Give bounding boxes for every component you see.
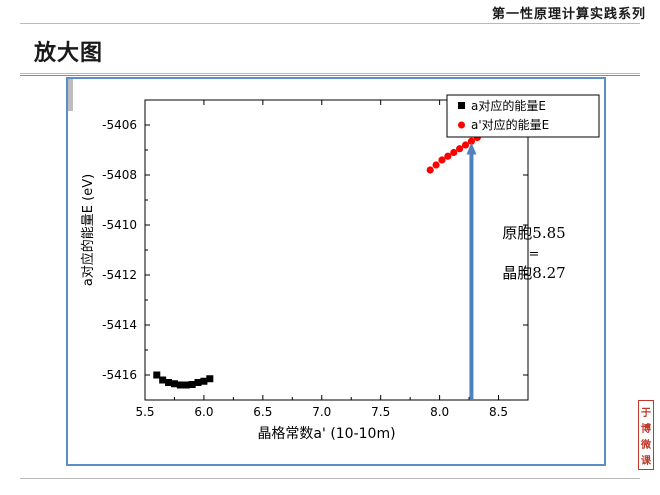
- legend-marker-series-a: [458, 102, 465, 109]
- brand-stamp: 于 博 微 课: [638, 400, 654, 470]
- series-a-point: [159, 376, 167, 384]
- series-b-point: [426, 166, 434, 174]
- annotation-line: 原胞5.85: [502, 224, 565, 242]
- y-tick-label: -5406: [102, 118, 137, 132]
- series-title: 第一性原理计算实践系列: [491, 7, 646, 22]
- title-divider: [20, 73, 640, 74]
- legend: a对应的能量E a'对应的能量E: [446, 94, 600, 138]
- annotation-group: 原胞5.85 = 晶胞8.27: [466, 142, 566, 400]
- top-divider: [20, 23, 640, 24]
- series-a-point: [176, 381, 184, 389]
- series-b-point: [438, 156, 446, 164]
- figure-frame: [66, 77, 606, 466]
- stamp-char: 于: [641, 407, 651, 419]
- legend-box: [446, 94, 600, 138]
- series-a-point: [194, 379, 202, 386]
- x-tick-label: 7.0: [312, 405, 331, 419]
- bottom-divider: [20, 478, 640, 479]
- series-b-point: [444, 152, 452, 160]
- legend-label-series-a: a对应的能量E: [471, 98, 546, 113]
- y-tick-label: -5410: [102, 218, 137, 232]
- y-tick-label: -5412: [102, 268, 137, 282]
- annotation-arrow-head: [466, 142, 477, 155]
- stamp-char: 课: [641, 455, 651, 467]
- series-a-point: [182, 381, 190, 389]
- page-title: 放大图: [34, 40, 104, 66]
- series-b-point: [461, 141, 470, 149]
- series-a-point: [153, 371, 161, 379]
- annotation-line: =: [529, 247, 540, 262]
- series-b-point: [450, 148, 458, 157]
- series-b-point: [467, 137, 476, 145]
- legend-marker-series-b: [458, 121, 465, 129]
- axes: 5.5 6.0 6.5 7.0 7.5 8.0 8.5 -5416 -5414 -5412 -541…: [80, 99, 529, 442]
- series-a-point: [206, 375, 214, 383]
- x-tick-label: 7.5: [371, 405, 390, 419]
- series-a-point: [170, 380, 178, 388]
- annotation-line: 晶胞8.27: [502, 264, 565, 282]
- x-tick-label: 5.5: [135, 405, 154, 419]
- series-a-point: [165, 379, 173, 386]
- stamp-char: 微: [641, 439, 651, 451]
- series-b-point: [456, 145, 464, 153]
- scrollbar-thumb[interactable]: [68, 79, 73, 111]
- series-a-point: [200, 377, 208, 385]
- data-points: [153, 113, 511, 389]
- legend-label-series-b: a'对应的能量E: [471, 117, 549, 132]
- x-tick-label: 6.5: [253, 405, 272, 419]
- x-tick-label: 8.5: [489, 405, 508, 419]
- series-b-point: [432, 161, 440, 169]
- x-tick-label: 6.0: [194, 405, 213, 419]
- y-tick-label: -5416: [102, 368, 137, 382]
- stamp-char: 博: [641, 423, 651, 435]
- y-tick-label: -5414: [102, 318, 137, 332]
- series-a-point: [188, 381, 196, 388]
- y-tick-label: -5408: [102, 168, 137, 182]
- y-axis-label: a对应的能量E (eV): [80, 174, 96, 286]
- x-axis-label: 晶格常数a' (10-10m): [257, 426, 395, 442]
- title-divider-secondary: [20, 75, 640, 76]
- x-tick-label: 8.0: [430, 405, 449, 419]
